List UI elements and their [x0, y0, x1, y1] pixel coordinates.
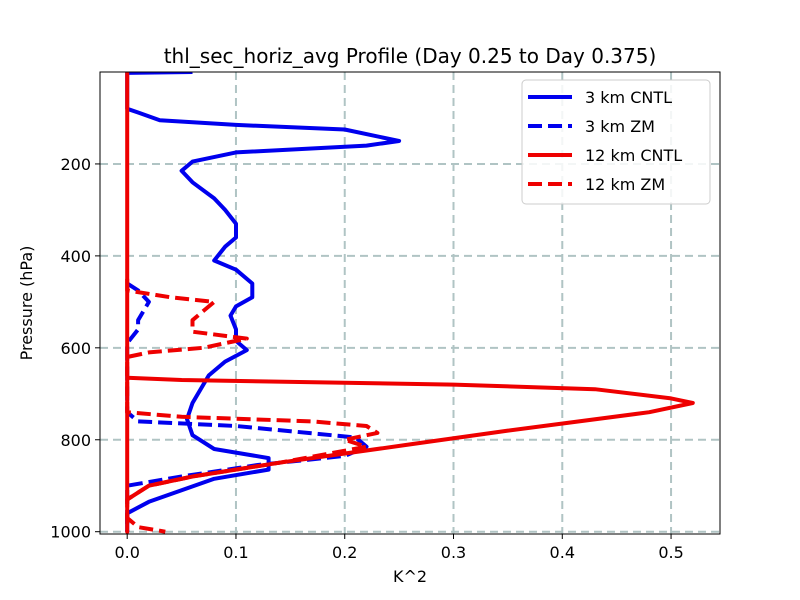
series-line: [125, 72, 695, 534]
x-tick-label: 0.5: [658, 543, 683, 562]
y-tick-label: 600: [60, 339, 91, 358]
x-axis-title: K^2: [393, 567, 427, 586]
y-tick-label: 1000: [50, 523, 91, 542]
x-tick-label: 0.1: [223, 543, 248, 562]
series-line: [125, 278, 380, 534]
x-tick-label: 0.4: [550, 543, 575, 562]
legend-label: 12 km ZM: [585, 175, 665, 194]
legend-box: [521, 79, 711, 205]
x-axis: 0.0 0.1 0.2 0.3 0.4 0.5: [114, 534, 684, 562]
x-tick-label: 0.2: [332, 543, 357, 562]
y-tick-label: 200: [60, 155, 91, 174]
chart-title: thl_sec_horiz_avg Profile (Day 0.25 to D…: [164, 44, 657, 68]
legend: 3 km CNTL 3 km ZM 12 km CNTL 12 km ZM: [521, 79, 711, 205]
series-group: [125, 72, 695, 534]
y-axis-title: Pressure (hPa): [17, 246, 36, 361]
legend-label: 3 km CNTL: [585, 88, 672, 107]
y-tick-label: 400: [60, 247, 91, 266]
plot-frame: [99, 71, 721, 535]
y-axis: 200 400 600 800 1000: [50, 155, 100, 542]
x-tick-label: 0.0: [114, 543, 139, 562]
legend-label: 12 km CNTL: [585, 146, 682, 165]
series-line: [125, 72, 402, 532]
legend-label: 3 km ZM: [585, 117, 655, 136]
x-tick-label: 0.3: [441, 543, 466, 562]
y-tick-label: 800: [60, 431, 91, 450]
series-line: [125, 281, 369, 532]
